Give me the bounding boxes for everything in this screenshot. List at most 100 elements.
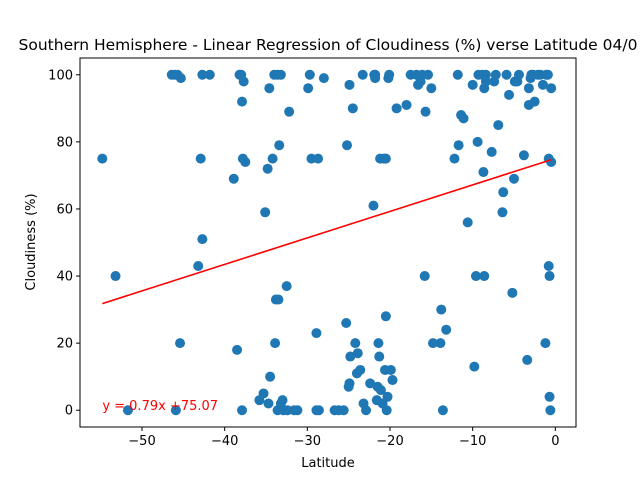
data-point [267, 153, 278, 164]
data-point [497, 207, 508, 218]
data-point [365, 378, 376, 389]
data-point [453, 140, 464, 151]
data-point [501, 69, 512, 80]
data-point [542, 69, 553, 80]
data-point [304, 69, 315, 80]
data-point [469, 361, 480, 372]
data-point [509, 173, 519, 184]
x-tick-label: −50 [128, 434, 155, 449]
data-point [546, 83, 557, 94]
data-point [449, 153, 460, 164]
data-point [240, 156, 251, 167]
data-point [311, 328, 322, 339]
data-point [342, 140, 353, 151]
y-tick-label: 20 [56, 337, 73, 352]
data-point [237, 96, 248, 107]
data-point [452, 69, 463, 80]
x-tick-label: −30 [294, 434, 321, 449]
data-point [467, 79, 478, 90]
data-point [347, 103, 358, 114]
y-axis-label: Cloudiness (%) [24, 193, 39, 290]
data-point [357, 69, 368, 80]
data-point [313, 405, 324, 416]
data-point [292, 405, 303, 416]
data-point [426, 83, 437, 94]
data-point [479, 271, 490, 282]
data-point [472, 136, 483, 147]
data-point [544, 391, 555, 402]
data-point [273, 294, 284, 305]
data-point [318, 73, 329, 84]
data-point [195, 153, 206, 164]
data-point [523, 83, 534, 94]
data-point [507, 287, 518, 298]
data-point [478, 167, 489, 178]
data-point [427, 338, 438, 349]
data-point [470, 271, 481, 282]
data-point [462, 217, 473, 228]
x-tick-label: −40 [211, 434, 238, 449]
regression-line [102, 158, 552, 305]
plot-frame [79, 57, 577, 428]
data-point [238, 76, 249, 87]
data-point [175, 338, 186, 349]
data-point [537, 79, 548, 90]
data-point [265, 371, 276, 382]
data-point [313, 153, 324, 164]
data-point [375, 385, 386, 396]
data-point [373, 338, 384, 349]
data-point [370, 73, 381, 84]
points-layer [97, 69, 557, 416]
data-point [498, 187, 509, 198]
data-point [381, 405, 392, 416]
data-point [341, 318, 352, 329]
y-tick-label: 60 [56, 202, 73, 217]
data-point [355, 364, 366, 375]
data-point [344, 378, 355, 389]
data-point [385, 364, 396, 375]
data-point [480, 76, 491, 87]
data-point [486, 146, 497, 157]
data-point [543, 260, 554, 271]
data-point [368, 200, 379, 211]
data-point [193, 260, 204, 271]
data-point [237, 405, 248, 416]
data-point [380, 153, 391, 164]
y-tick-label: 0 [65, 404, 73, 419]
data-point [391, 103, 402, 114]
data-point [270, 338, 281, 349]
data-point [504, 89, 515, 100]
data-point [420, 106, 431, 117]
data-point [384, 69, 395, 80]
data-point [277, 395, 288, 406]
data-point [419, 271, 430, 282]
data-point [545, 405, 556, 416]
data-point [170, 405, 181, 416]
data-point [232, 344, 243, 355]
data-point [274, 140, 285, 151]
data-point [204, 69, 215, 80]
x-tick-label: −20 [376, 434, 403, 449]
data-point [197, 69, 208, 80]
data-point [352, 348, 363, 359]
data-point [110, 271, 121, 282]
x-tick-label: −10 [459, 434, 486, 449]
data-point [197, 234, 208, 245]
data-point [441, 324, 452, 335]
data-point [303, 83, 314, 94]
data-point [380, 311, 391, 322]
data-point [437, 405, 448, 416]
data-point [260, 207, 271, 218]
regression-layer [102, 158, 552, 305]
x-tick-label: 0 [551, 434, 559, 449]
y-tick-label: 40 [56, 270, 73, 285]
data-point [284, 106, 295, 117]
data-point [374, 351, 385, 362]
data-point [401, 99, 412, 110]
y-axis-ticks: 0 20 40 60 80 100 [48, 68, 80, 419]
data-point [338, 405, 349, 416]
data-point [97, 153, 108, 164]
plot-clip-group [97, 69, 557, 416]
data-point [228, 173, 239, 184]
data-point [258, 388, 269, 399]
